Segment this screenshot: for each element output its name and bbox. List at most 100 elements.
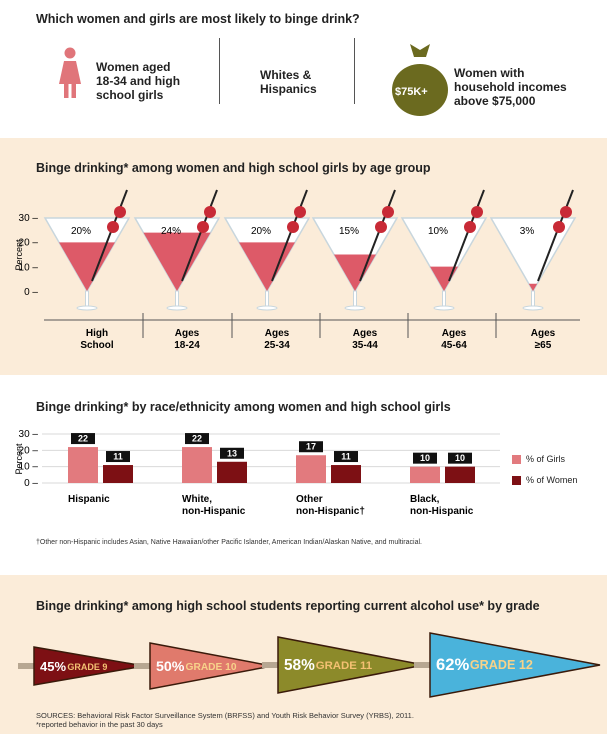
pennant-flag <box>149 642 273 690</box>
age-category-label: Ages <box>353 328 378 339</box>
martini-glass <box>311 189 399 311</box>
age-y-axis-label: Percent <box>14 239 24 271</box>
cherry-icon <box>107 221 119 233</box>
glass-stem <box>531 290 535 307</box>
race-value-tag <box>299 441 323 453</box>
race-category-label: Black, <box>410 494 440 505</box>
legend-swatch-women <box>512 476 521 485</box>
race-value-label: 11 <box>341 452 351 462</box>
grade-section: Binge drinking* among high school studen… <box>0 575 607 734</box>
cocktail-pick <box>537 189 574 282</box>
age-value-label: 20% <box>71 226 91 237</box>
age-y-tick-label: 20 – <box>19 238 39 249</box>
age-category-label: 18-24 <box>174 340 200 351</box>
race-category-label: Hispanic <box>68 494 110 505</box>
group1-text: Women aged 18-34 and high school girls <box>96 60 181 102</box>
age-y-tick-label: 30 – <box>19 213 39 224</box>
main-title: Which women and girls are most likely to… <box>36 12 360 26</box>
race-bar <box>182 447 212 483</box>
header-section: Which women and girls are most likely to… <box>0 0 607 138</box>
race-y-axis-label: Percent <box>14 443 24 475</box>
race-category-label: Other <box>296 494 323 505</box>
race-value-tag <box>71 433 95 445</box>
race-value-label: 22 <box>192 434 202 444</box>
age-section: Binge drinking* among women and high sch… <box>0 138 607 375</box>
race-section: Binge drinking* by race/ethnicity among … <box>0 375 607 575</box>
grade-value-label: 58% <box>284 657 315 674</box>
age-category-label: 25-34 <box>264 340 290 351</box>
grade-chart-title: Binge drinking* among high school studen… <box>36 599 540 613</box>
cherry-icon <box>204 206 216 218</box>
glass-base <box>76 305 98 311</box>
age-category-label: Ages <box>265 328 290 339</box>
race-value-tag <box>448 452 472 464</box>
pennant-flag <box>277 636 425 694</box>
pennant-flag <box>429 632 601 698</box>
race-bar <box>296 455 326 483</box>
race-value-label: 10 <box>455 453 465 463</box>
glass-bowl <box>489 217 577 293</box>
age-value-label: 20% <box>251 226 271 237</box>
grade-value-label: 50% <box>156 659 185 675</box>
race-category-label: non-Hispanic† <box>296 506 365 517</box>
liquid-fill <box>430 266 458 291</box>
glass-base <box>256 305 278 311</box>
race-value-tag <box>334 451 358 463</box>
age-y-tick-label: 0 – <box>24 287 38 298</box>
race-category-label: non-Hispanic <box>410 506 474 517</box>
cocktail-pick <box>91 189 128 282</box>
martini-glass <box>400 189 488 311</box>
grade-value-label: 45% <box>40 659 66 674</box>
glass-base <box>522 305 544 311</box>
race-chart: Percent 30 – 20 – 10 – 0 – 22 11 Hispanic 22 13 Wh… <box>14 429 500 517</box>
race-y-tick-label: 20 – <box>19 445 39 456</box>
age-category-label: Ages <box>175 328 200 339</box>
liquid-fill <box>143 232 211 291</box>
pennant-pole <box>18 663 42 669</box>
glass-stem <box>353 290 357 307</box>
cocktail-pick <box>271 189 308 282</box>
glass-base <box>344 305 366 311</box>
age-category-label: 35-44 <box>352 340 378 351</box>
race-value-tag <box>106 451 130 463</box>
age-category-label: High <box>86 328 108 339</box>
liquid-fill <box>334 254 376 291</box>
race-value-tag <box>185 433 209 445</box>
race-value-label: 10 <box>420 453 430 463</box>
martini-glass <box>43 189 131 311</box>
race-value-label: 17 <box>306 442 316 452</box>
age-chart-title: Binge drinking* among women and high sch… <box>36 161 431 175</box>
race-bar <box>68 447 98 483</box>
cherry-icon <box>114 206 126 218</box>
age-category-label: ≥65 <box>535 340 552 351</box>
race-y-tick-label: 30 – <box>19 429 39 440</box>
divider-1 <box>219 38 220 104</box>
sources-text: SOURCES: Behavioral Risk Factor Surveill… <box>36 711 414 729</box>
martini-glass <box>133 189 221 311</box>
grade-pennant: 50% GRADE 10 <box>134 642 273 690</box>
legend-label-girls: % of Girls <box>526 454 566 464</box>
age-value-label: 24% <box>161 226 181 237</box>
race-bar <box>410 466 440 483</box>
race-bar <box>445 466 475 483</box>
liquid-fill <box>239 242 295 291</box>
age-category-label: School <box>80 340 114 351</box>
race-bar <box>103 465 133 483</box>
race-value-label: 22 <box>78 434 88 444</box>
race-value-label: 13 <box>227 448 237 458</box>
age-y-tick-label: 10 – <box>19 262 39 273</box>
group3-text: Women with household incomes above $75,0… <box>454 66 567 108</box>
race-y-tick-label: 0 – <box>24 478 38 489</box>
group2-text: Whites & Hispanics <box>260 68 317 96</box>
cherry-icon <box>464 221 476 233</box>
race-chart-title: Binge drinking* by race/ethnicity among … <box>36 400 451 414</box>
grade-chart: 45% GRADE 9 50% GRADE 10 58% GRADE 11 62% GRADE… <box>18 632 601 698</box>
grade-category-label: GRADE 9 <box>67 662 107 672</box>
glass-stem <box>175 290 179 307</box>
age-value-label: 10% <box>428 226 448 237</box>
cherry-icon <box>553 221 565 233</box>
cherry-icon <box>294 206 306 218</box>
woman-icon <box>59 47 81 98</box>
grade-value-label: 62% <box>436 655 469 674</box>
legend-swatch-girls <box>512 455 521 464</box>
